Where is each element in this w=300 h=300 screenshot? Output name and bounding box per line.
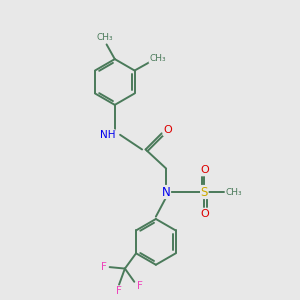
Text: O: O (163, 125, 172, 135)
Text: CH₃: CH₃ (226, 188, 242, 196)
Text: F: F (136, 281, 142, 291)
Text: O: O (200, 165, 209, 175)
Text: F: F (116, 286, 122, 296)
Text: F: F (101, 262, 107, 272)
Text: NH: NH (100, 130, 115, 140)
Text: S: S (201, 185, 208, 199)
Text: CH₃: CH₃ (149, 54, 166, 63)
Text: CH₃: CH₃ (97, 34, 113, 43)
Text: N: N (162, 185, 170, 199)
Text: O: O (200, 209, 209, 219)
